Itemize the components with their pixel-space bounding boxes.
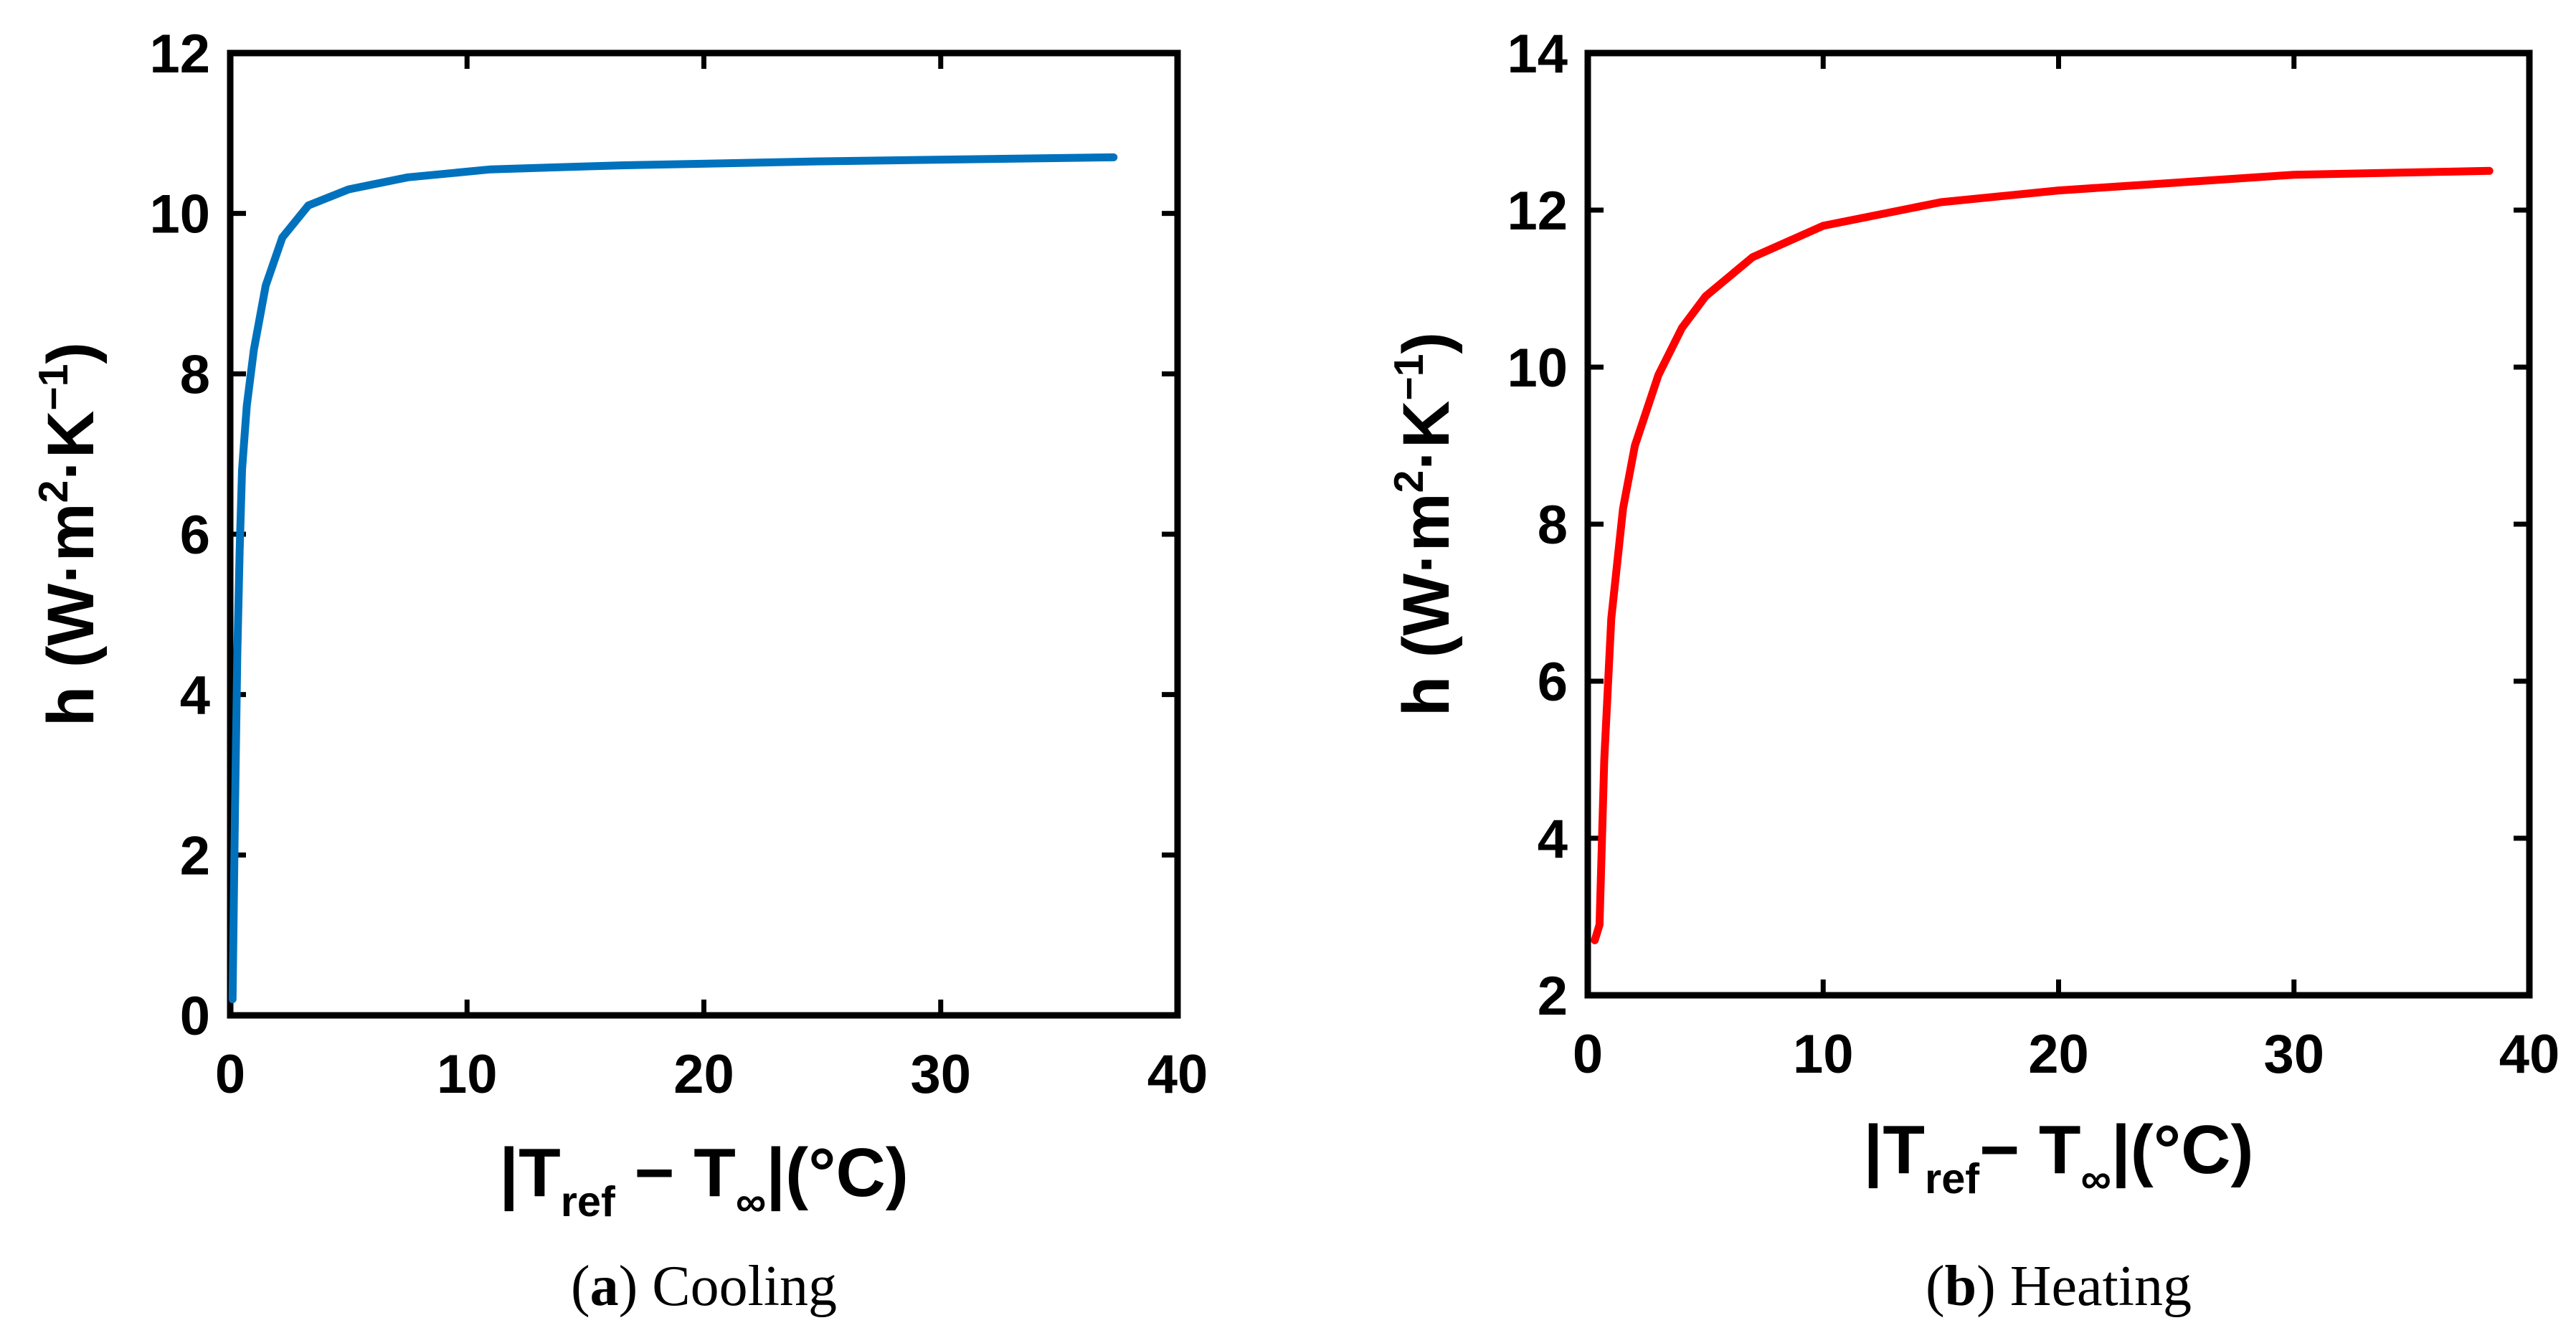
y-tick-label: 6 (180, 505, 210, 566)
series-line-cooling (228, 153, 1118, 1004)
x-axis-label: |Tref− T∞|(°C) (1864, 1111, 2254, 1202)
y-tick-label: 4 (180, 665, 210, 726)
y-tick-label: 2 (180, 825, 210, 886)
caption-close-paren: ) (1976, 1255, 2010, 1318)
x-tick-label: 0 (215, 1044, 245, 1105)
y-label-prefix: h (W·m (34, 503, 108, 726)
y-label-suffix: ) (34, 342, 108, 364)
y-label-sup-2: 2 (31, 480, 77, 503)
caption-close-paren: ) (619, 1255, 653, 1318)
x-tick-label: 30 (910, 1044, 971, 1105)
y-label-prefix: h (W·m (1390, 493, 1463, 716)
y-tick-label: 10 (149, 184, 210, 245)
x-tick-label: 10 (437, 1044, 498, 1105)
y-label-suffix: ) (1390, 332, 1463, 354)
y-tick-label: 4 (1538, 809, 1568, 870)
x-tick-label: 30 (2263, 1024, 2324, 1085)
y-tick-label: 8 (180, 344, 210, 405)
y-tick-label: 6 (1538, 652, 1568, 713)
x-label-sub-ref: ref (561, 1177, 615, 1225)
x-label-sub-inf: ∞ (736, 1177, 766, 1225)
caption-open-paren: ( (571, 1255, 590, 1318)
caption-letter: b (1945, 1255, 1977, 1318)
x-tick-label: 20 (2028, 1024, 2089, 1085)
caption-letter: a (590, 1255, 619, 1318)
panel-caption: (a) Cooling (571, 1255, 837, 1318)
series-line-heating (1591, 166, 2494, 944)
y-tick-label: 0 (180, 986, 210, 1047)
x-label-suffix: |(°C) (2111, 1111, 2254, 1189)
x-axis-label: |Tref − T∞|(°C) (499, 1134, 909, 1225)
x-tick-label: 10 (1793, 1024, 1854, 1085)
panel-caption: (b) Heating (1926, 1255, 2192, 1318)
x-label-sub-inf: ∞ (2081, 1154, 2111, 1202)
y-tick-label: 2 (1538, 966, 1568, 1027)
x-label-sub-ref: ref (1925, 1154, 1979, 1202)
x-label-prefix: |T (1864, 1111, 1926, 1189)
x-label-mid: − T (1979, 1111, 2080, 1188)
x-tick-label: 40 (1147, 1044, 1208, 1105)
y-label-sup-minus1: −1 (31, 364, 77, 411)
y-tick-label: 8 (1538, 495, 1568, 556)
axes-box (227, 49, 1181, 1019)
y-tick-label: 14 (1507, 24, 1568, 85)
y-tick-label: 12 (1507, 181, 1568, 242)
x-tick-label: 0 (1573, 1024, 1603, 1085)
caption-open-paren: ( (1926, 1255, 1945, 1318)
y-axis-label: h (W·m2·K−1) (1386, 332, 1463, 716)
y-tick-label: 12 (149, 24, 210, 85)
x-tick-label: 40 (2499, 1024, 2560, 1085)
y-label-mid: ·K (34, 411, 108, 480)
y-tick-label: 10 (1507, 338, 1568, 399)
y-axis-label: h (W·m2·K−1) (31, 342, 108, 726)
y-label-sup-minus1: −1 (1386, 354, 1432, 401)
caption-text: Cooling (652, 1255, 837, 1318)
x-label-mid: − T (615, 1134, 736, 1211)
x-tick-label: 20 (673, 1044, 734, 1105)
caption-text: Heating (2010, 1255, 2192, 1318)
y-label-mid: ·K (1390, 401, 1463, 470)
y-label-sup-2: 2 (1386, 470, 1432, 493)
x-label-suffix: |(°C) (766, 1134, 909, 1212)
x-label-prefix: |T (499, 1134, 561, 1212)
